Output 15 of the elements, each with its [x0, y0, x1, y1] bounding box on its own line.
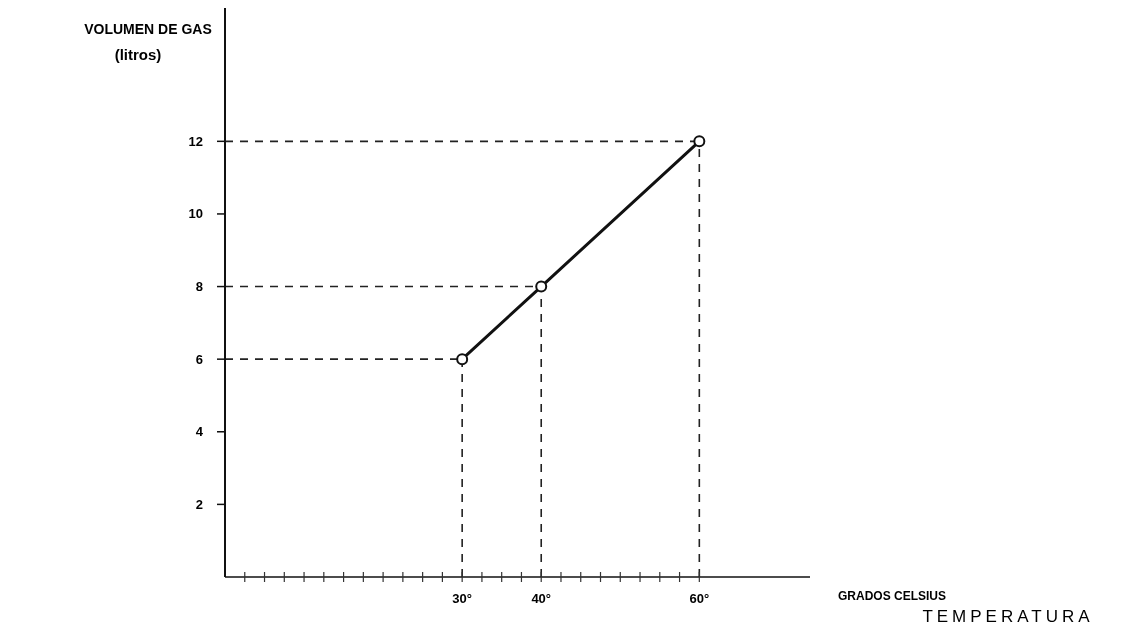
x-tick-label: 60° — [689, 591, 710, 606]
point — [456, 353, 469, 366]
x-tick-label: 40° — [531, 591, 552, 606]
y-tick-label: 6 — [195, 351, 203, 367]
x-tick-label: 30° — [452, 591, 472, 606]
y-tick-label: 8 — [195, 279, 203, 295]
y-tick-label: 10 — [188, 206, 203, 222]
y-tick-label: 4 — [195, 424, 204, 440]
y-axis-title: VOLUMEN DE GAS (litros) — [84, 21, 212, 63]
point — [693, 135, 706, 148]
y-tick-label: 12 — [188, 133, 203, 149]
text: TEMPERATURA — [922, 607, 1094, 626]
x-axis-title: GRADOS CELSIUS — [838, 589, 947, 603]
y-tick-label: 2 — [195, 496, 203, 512]
point — [535, 280, 548, 293]
